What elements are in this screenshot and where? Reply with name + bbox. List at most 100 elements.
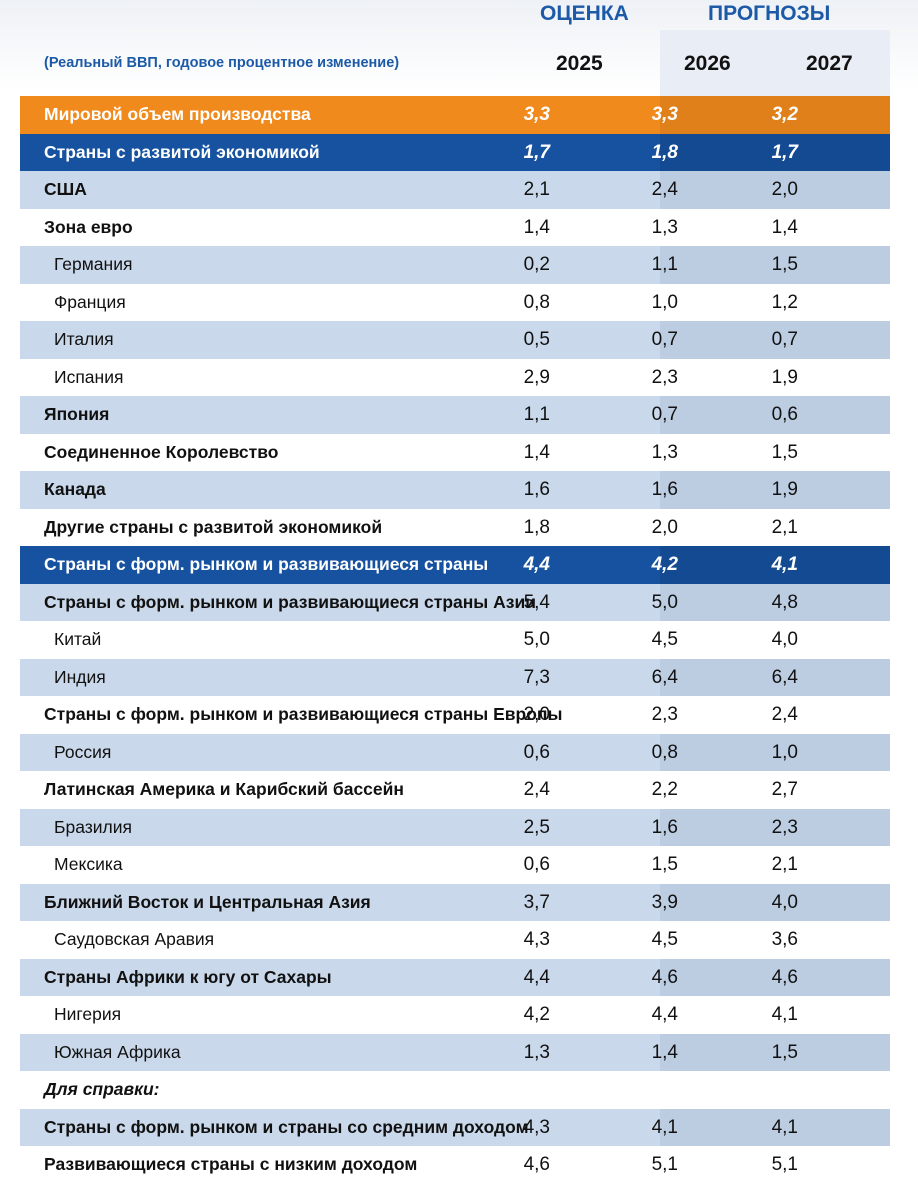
row-label: Другие страны с развитой экономикой [44, 516, 383, 537]
row-value: 3,6 [771, 929, 798, 950]
forecast-cell-bg [660, 658, 890, 696]
table-row: Канада 1,6 1,6 1,9 [20, 471, 890, 509]
row-value: 6,4 [651, 666, 678, 688]
table-row: Южная Африка 1,3 1,4 1,5 [20, 1033, 890, 1071]
table-row: Нигерия 4,2 4,4 4,1 [20, 996, 890, 1034]
table-row: Германия 0,2 1,1 1,5 [20, 246, 890, 284]
forecast-cell-bg [660, 733, 890, 771]
row-value: 2,9 [523, 366, 550, 388]
table-row: Ближний Восток и Центральная Азия 3,7 3,9 4… [20, 883, 890, 921]
row-value: 4,0 [771, 629, 798, 650]
table-row: Индия 7,3 6,4 6,4 [20, 658, 890, 696]
row-label: Мексика [54, 854, 123, 874]
row-value: 1,8 [523, 516, 550, 538]
table-row: США 2,1 2,4 2,0 [20, 171, 890, 209]
table-row: Другие страны с развитой экономикой 1,8 2,… [20, 508, 890, 546]
row-value: 1,7 [523, 141, 550, 163]
row-value: 4,6 [523, 1154, 550, 1175]
table-row: Япония 1,1 0,7 0,6 [20, 396, 890, 434]
row-label: Испания [54, 366, 124, 387]
row-value: 1,5 [771, 254, 798, 275]
row-label: Страны с форм. рынком и развивающиеся ст… [44, 554, 489, 574]
row-value: 1,9 [771, 479, 798, 500]
row-value: 0,6 [523, 854, 550, 875]
row-label: США [44, 179, 87, 199]
year-header: 2026 [684, 52, 731, 75]
row-value: 4,8 [771, 591, 798, 613]
row-value: 2,3 [771, 816, 798, 838]
row-value: 2,7 [771, 779, 798, 800]
row-label: Бразилия [54, 816, 133, 837]
row-label: Страны Африки к югу от Сахары [44, 966, 332, 987]
table-row: Страны с развитой экономикой 1,7 1,8 1,7 [20, 133, 890, 171]
forecast-label: ПРОГНОЗЫ [708, 2, 831, 25]
row-value: 3,9 [651, 891, 678, 913]
row-value: 2,5 [523, 816, 550, 838]
forecast-cell-bg [660, 808, 890, 846]
row-value: 1,5 [651, 854, 678, 875]
forecast-cell-bg [660, 246, 890, 284]
row-value: 4,6 [771, 966, 798, 988]
table-row: Страны с форм. рынком и страны со средни… [20, 1108, 890, 1146]
table-row: Франция 0,8 1,0 1,2 [20, 283, 890, 321]
row-value: 1,4 [771, 216, 798, 238]
row-value: 0,7 [651, 404, 678, 425]
row-value: 1,4 [523, 441, 550, 463]
forecast-cell-bg [660, 958, 890, 996]
row-value: 5,0 [523, 629, 550, 650]
row-value: 1,1 [523, 404, 550, 425]
row-value: 2,4 [523, 779, 550, 800]
table-row: Страны с форм. рынком и развивающиеся ст… [20, 546, 890, 584]
row-value: 1,9 [771, 366, 798, 388]
table-row: Китай 5,0 4,5 4,0 [20, 621, 890, 659]
estimate-label: ОЦЕНКА [540, 2, 629, 25]
table-row: Страны с форм. рынком и развивающиеся ст… [20, 583, 890, 621]
row-value: 1,1 [651, 254, 678, 275]
row-label: Нигерия [54, 1004, 122, 1024]
row-value: 1,3 [651, 441, 678, 463]
row-value: 4,2 [651, 554, 678, 575]
row-value: 2,0 [651, 516, 678, 538]
row-value: 1,6 [651, 479, 678, 500]
row-value: 1,6 [523, 479, 550, 500]
row-value: 1,6 [651, 816, 678, 838]
row-label: Франция [54, 291, 126, 312]
row-value: 3,2 [771, 104, 798, 125]
table-row: Страны Африки к югу от Сахары 4,4 4,6 4,6 [20, 958, 890, 996]
table-row: Зона евро 1,4 1,3 1,4 [20, 208, 890, 246]
row-value: 0,6 [771, 404, 798, 425]
forecast-cell-bg [660, 883, 890, 921]
row-value: 4,1 [771, 1004, 798, 1025]
forecast-cell-bg [660, 171, 890, 209]
table-row: Страны с форм. рынком и развивающиеся ст… [20, 696, 890, 734]
row-value: 1,5 [771, 441, 798, 463]
row-value: 2,3 [651, 366, 678, 388]
table-row: Развивающиеся страны с низким доходом 4,6… [20, 1146, 890, 1184]
row-value: 4,4 [523, 554, 550, 575]
row-label: Страны с форм. рынком и страны со средни… [44, 1116, 529, 1137]
row-value: 2,1 [523, 179, 550, 200]
row-value: 2,3 [651, 704, 678, 725]
row-value: 2,4 [651, 179, 678, 200]
table-row: Россия 0,6 0,8 1,0 [20, 733, 890, 771]
table-row: Испания 2,9 2,3 1,9 [20, 358, 890, 396]
table-row: Соединенное Королевство 1,4 1,3 1,5 [20, 433, 890, 471]
row-label: Соединенное Королевство [44, 441, 279, 462]
table-row: Мексика 0,6 1,5 2,1 [20, 846, 890, 884]
row-value: 2,0 [771, 179, 798, 200]
row-value: 4,6 [651, 966, 678, 988]
row-value: 0,5 [523, 329, 550, 350]
row-value: 1,2 [771, 291, 798, 313]
row-value: 0,2 [523, 254, 550, 275]
row-value: 2,0 [523, 704, 550, 725]
year-header: 2027 [806, 52, 853, 75]
table-row: Латинская Америка и Карибский бассейн 2,4… [20, 771, 890, 809]
forecast-cell-bg [660, 1071, 890, 1109]
row-value: 4,3 [523, 1116, 550, 1138]
row-value: 0,6 [523, 741, 550, 763]
row-value: 1,4 [523, 216, 550, 238]
row-value: 4,1 [771, 1116, 798, 1138]
forecast-cell-bg [660, 1033, 890, 1071]
row-label: Латинская Америка и Карибский бассейн [44, 779, 404, 799]
forecast-cell-bg [660, 546, 890, 584]
